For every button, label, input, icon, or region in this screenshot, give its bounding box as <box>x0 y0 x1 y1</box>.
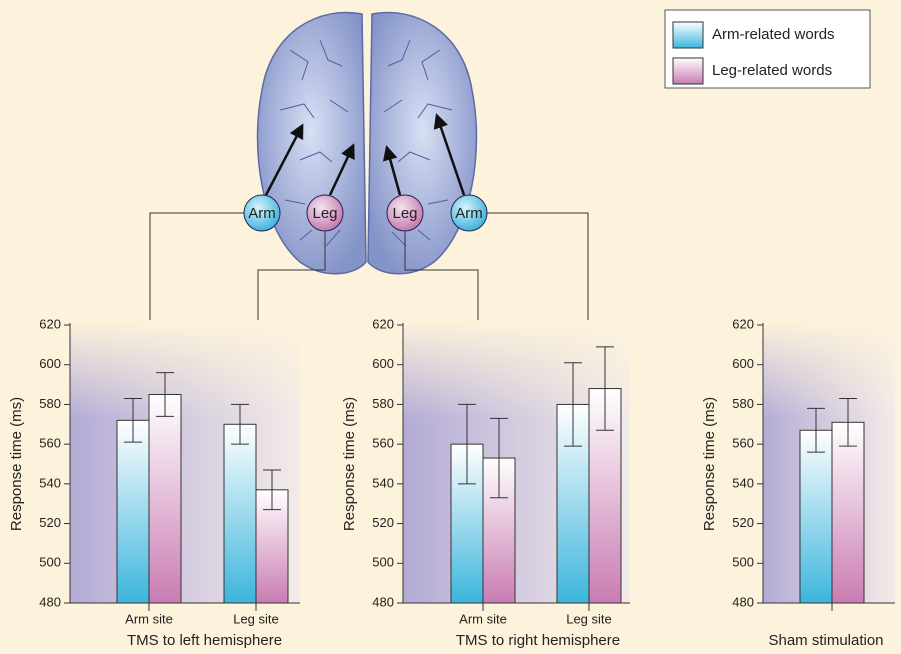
y-axis-label: Response time (ms) <box>8 397 25 531</box>
x-axis-label: TMS to right hemisphere <box>456 632 620 649</box>
y-tick-label: 620 <box>372 316 394 331</box>
y-tick-label: 560 <box>39 436 61 451</box>
y-tick-label: 540 <box>39 475 61 490</box>
brain <box>256 11 478 275</box>
y-tick-label: 560 <box>372 436 394 451</box>
error-bar <box>124 397 142 443</box>
x-tick-label: Arm site <box>125 611 173 626</box>
y-tick-label: 580 <box>39 396 61 411</box>
error-bar <box>458 403 476 485</box>
error-bar <box>596 346 614 431</box>
y-axis-label: Response time (ms) <box>341 397 358 531</box>
y-tick-label: 620 <box>732 316 754 331</box>
node-label: Arm <box>248 205 276 222</box>
node-label: Leg <box>312 205 337 222</box>
x-tick-label: Leg site <box>233 611 279 626</box>
arm-node <box>450 194 488 232</box>
error-bar <box>807 407 825 453</box>
error-bar <box>490 417 508 499</box>
y-tick-label: 480 <box>39 594 61 609</box>
x-tick-label: Leg site <box>566 611 612 626</box>
node-label: Leg <box>392 205 417 222</box>
y-tick-label: 520 <box>39 515 61 530</box>
bar <box>116 419 150 604</box>
y-tick-label: 620 <box>39 316 61 331</box>
y-tick-label: 500 <box>39 555 61 570</box>
error-bar <box>839 397 857 447</box>
leg-node <box>386 194 424 232</box>
bar <box>799 429 833 604</box>
x-axis-label: TMS to left hemisphere <box>127 632 282 649</box>
error-bar <box>564 362 582 447</box>
bar <box>223 423 257 604</box>
y-tick-label: 580 <box>732 396 754 411</box>
y-tick-label: 500 <box>372 555 394 570</box>
y-tick-label: 580 <box>372 396 394 411</box>
y-tick-label: 600 <box>732 356 754 371</box>
y-tick-label: 600 <box>39 356 61 371</box>
error-bar <box>263 469 281 511</box>
y-tick-label: 540 <box>732 475 754 490</box>
error-bar <box>156 372 174 417</box>
x-axis-label: Sham stimulation <box>768 632 883 649</box>
legend-label: Arm-related words <box>712 26 835 43</box>
y-tick-label: 520 <box>732 515 754 530</box>
legend-label: Leg-related words <box>712 62 832 79</box>
leg-node <box>306 194 344 232</box>
bar <box>831 421 865 604</box>
y-axis-label: Response time (ms) <box>701 397 718 531</box>
legend-swatch <box>672 21 704 49</box>
arrows <box>264 113 466 196</box>
y-tick-label: 480 <box>372 594 394 609</box>
node-label: Arm <box>455 205 483 222</box>
y-tick-label: 560 <box>732 436 754 451</box>
bar <box>588 388 622 604</box>
bar <box>148 394 182 604</box>
x-tick-label: Arm site <box>459 611 507 626</box>
arm-node <box>243 194 281 232</box>
legend-swatch <box>672 57 704 85</box>
y-tick-label: 600 <box>372 356 394 371</box>
y-tick-label: 520 <box>372 515 394 530</box>
y-tick-label: 500 <box>732 555 754 570</box>
error-bar <box>231 403 249 445</box>
y-tick-label: 480 <box>732 594 754 609</box>
y-tick-label: 540 <box>372 475 394 490</box>
